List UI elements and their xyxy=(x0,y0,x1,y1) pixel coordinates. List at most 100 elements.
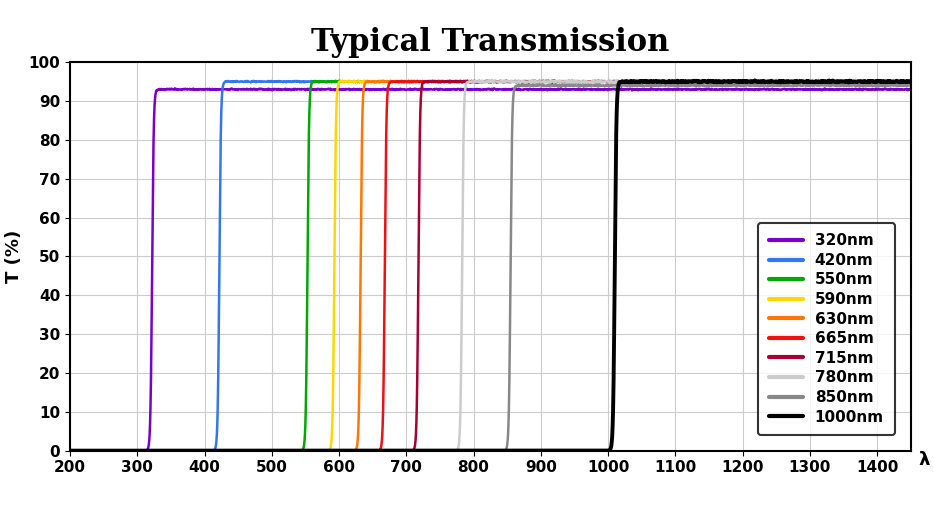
665nm xyxy=(495,78,506,84)
320nm xyxy=(64,448,76,454)
1000nm xyxy=(575,448,587,454)
420nm xyxy=(905,78,916,84)
Line: 1000nm: 1000nm xyxy=(70,80,911,451)
1000nm xyxy=(507,448,518,454)
850nm xyxy=(507,116,518,122)
320nm xyxy=(108,448,120,454)
1000nm xyxy=(905,79,916,85)
320nm xyxy=(507,85,518,92)
550nm xyxy=(495,79,506,85)
320nm xyxy=(169,85,180,91)
420nm xyxy=(634,77,645,83)
665nm xyxy=(832,78,843,84)
550nm xyxy=(534,78,545,84)
630nm xyxy=(507,78,518,84)
590nm xyxy=(190,448,201,454)
780nm xyxy=(190,448,201,454)
Y-axis label: T (%): T (%) xyxy=(5,230,23,283)
Line: 550nm: 550nm xyxy=(70,81,911,451)
715nm xyxy=(282,448,293,454)
550nm xyxy=(507,78,518,84)
420nm xyxy=(575,79,587,85)
1000nm xyxy=(64,448,76,454)
850nm xyxy=(575,83,587,89)
715nm xyxy=(867,78,878,84)
1000nm xyxy=(749,77,760,83)
780nm xyxy=(905,78,916,84)
630nm xyxy=(282,448,293,454)
630nm xyxy=(685,77,696,83)
630nm xyxy=(108,448,120,454)
Line: 665nm: 665nm xyxy=(70,81,911,451)
850nm xyxy=(282,448,293,454)
715nm xyxy=(108,448,120,454)
780nm xyxy=(64,448,76,454)
590nm xyxy=(282,448,293,454)
Line: 320nm: 320nm xyxy=(70,88,911,451)
320nm xyxy=(190,87,201,93)
420nm xyxy=(507,78,518,84)
590nm xyxy=(461,77,473,83)
320nm xyxy=(905,87,916,93)
Line: 850nm: 850nm xyxy=(70,84,911,451)
715nm xyxy=(507,79,518,85)
630nm xyxy=(190,448,201,454)
420nm xyxy=(108,448,120,454)
630nm xyxy=(495,78,506,84)
850nm xyxy=(743,81,754,88)
780nm xyxy=(108,448,120,454)
590nm xyxy=(905,79,916,85)
665nm xyxy=(507,78,518,84)
Line: 420nm: 420nm xyxy=(70,80,911,451)
665nm xyxy=(190,448,201,454)
850nm xyxy=(108,448,120,454)
550nm xyxy=(190,448,201,454)
420nm xyxy=(495,78,506,84)
715nm xyxy=(495,78,506,84)
590nm xyxy=(575,79,587,85)
850nm xyxy=(905,82,916,89)
550nm xyxy=(282,448,293,454)
715nm xyxy=(64,448,76,454)
590nm xyxy=(64,448,76,454)
630nm xyxy=(64,448,76,454)
590nm xyxy=(108,448,120,454)
665nm xyxy=(575,78,587,84)
850nm xyxy=(190,448,201,454)
715nm xyxy=(575,79,587,85)
665nm xyxy=(905,78,916,84)
Line: 780nm: 780nm xyxy=(70,81,911,451)
1000nm xyxy=(282,448,293,454)
420nm xyxy=(64,448,76,454)
665nm xyxy=(64,448,76,454)
420nm xyxy=(282,78,293,84)
1000nm xyxy=(108,448,120,454)
780nm xyxy=(611,78,622,84)
320nm xyxy=(282,86,293,92)
550nm xyxy=(64,448,76,454)
630nm xyxy=(575,79,587,85)
590nm xyxy=(495,78,506,84)
Line: 590nm: 590nm xyxy=(70,80,911,451)
550nm xyxy=(905,78,916,84)
850nm xyxy=(495,448,506,454)
Title: Typical Transmission: Typical Transmission xyxy=(311,27,670,58)
665nm xyxy=(282,448,293,454)
420nm xyxy=(190,448,201,454)
780nm xyxy=(575,79,587,85)
630nm xyxy=(905,79,916,85)
1000nm xyxy=(495,448,506,454)
Line: 630nm: 630nm xyxy=(70,80,911,451)
Legend: 320nm, 420nm, 550nm, 590nm, 630nm, 665nm, 715nm, 780nm, 850nm, 1000nm: 320nm, 420nm, 550nm, 590nm, 630nm, 665nm… xyxy=(758,223,895,435)
665nm xyxy=(108,448,120,454)
Line: 715nm: 715nm xyxy=(70,81,911,451)
850nm xyxy=(64,448,76,454)
1000nm xyxy=(190,448,201,454)
780nm xyxy=(495,79,506,85)
780nm xyxy=(507,79,518,85)
550nm xyxy=(575,78,587,84)
550nm xyxy=(108,448,120,454)
320nm xyxy=(495,86,506,92)
590nm xyxy=(507,78,518,84)
320nm xyxy=(575,87,587,93)
